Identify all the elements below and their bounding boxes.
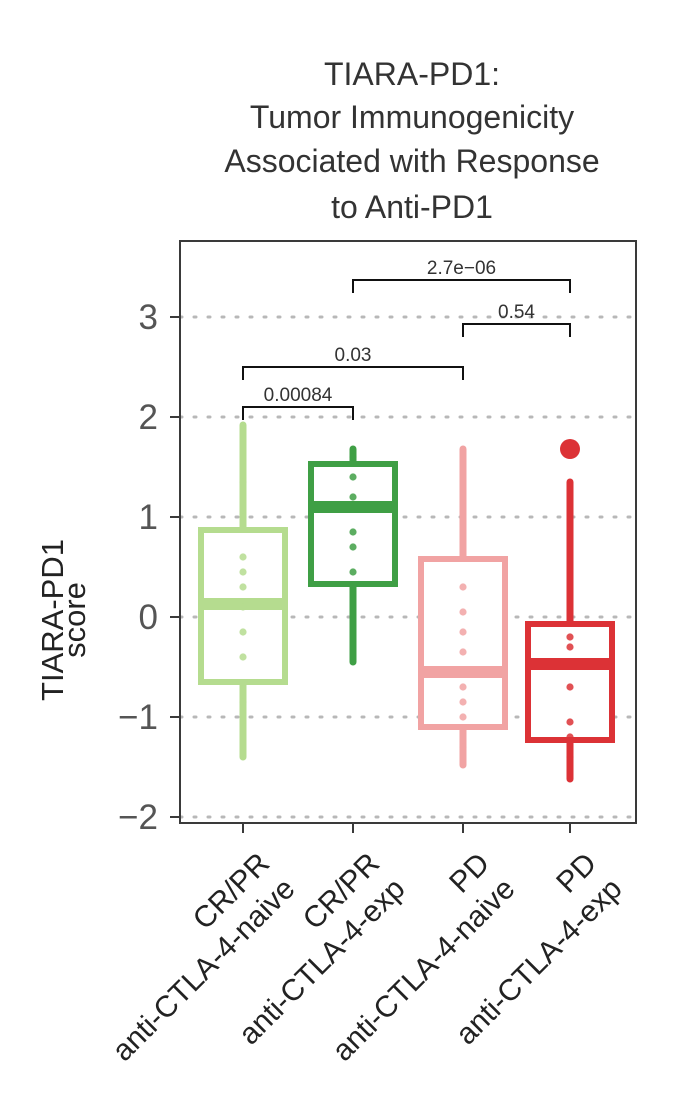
data-point <box>566 683 574 691</box>
data-point <box>349 473 357 481</box>
significance-bracket <box>242 366 464 380</box>
y-tick-label: −1 <box>118 698 158 737</box>
data-point <box>239 628 247 636</box>
chart-title: TIARA-PD1: Tumor Immunogenicity Associat… <box>224 56 599 225</box>
y-tick-label: 2 <box>139 398 158 437</box>
data-point <box>349 453 357 461</box>
data-point <box>566 753 574 761</box>
data-point <box>566 633 574 641</box>
y-axis-label-line: score <box>57 582 92 658</box>
outlier-point <box>560 439 580 459</box>
significance-bracket <box>242 406 354 420</box>
y-axis-label-line: TIARA-PD1 <box>35 539 70 701</box>
data-point <box>239 553 247 561</box>
chart-title-line: TIARA-PD1: <box>324 56 500 92</box>
data-point <box>239 568 247 576</box>
x-tick-label-line2: anti-CTLA-4-naive <box>326 872 521 1067</box>
chart-title-line: Associated with Response <box>224 143 599 179</box>
data-point <box>459 628 467 636</box>
data-point <box>566 643 574 651</box>
data-point <box>239 583 247 591</box>
data-point <box>239 513 247 521</box>
y-axis-label: TIARA-PD1 score <box>35 539 92 701</box>
data-point <box>239 698 247 706</box>
data-point <box>566 733 574 741</box>
data-point <box>459 743 467 751</box>
data-point <box>459 698 467 706</box>
data-point <box>459 648 467 656</box>
data-point <box>239 478 247 486</box>
significance-bracket <box>352 279 571 293</box>
data-point <box>349 543 357 551</box>
y-tick-label: −2 <box>118 798 158 837</box>
data-point <box>239 653 247 661</box>
chart-title-line: Tumor Immunogenicity <box>250 99 574 135</box>
data-point <box>349 493 357 501</box>
y-tick-label: 1 <box>139 498 158 537</box>
data-point <box>566 718 574 726</box>
y-tick-label: 3 <box>139 298 158 337</box>
p-value-label: 0.54 <box>498 302 535 323</box>
data-point <box>459 683 467 691</box>
data-point <box>239 603 247 611</box>
p-value-label: 0.03 <box>335 345 372 366</box>
p-value-label: 0.00084 <box>264 385 333 406</box>
data-point <box>349 568 357 576</box>
data-point <box>459 608 467 616</box>
data-point <box>459 583 467 591</box>
significance-bracket <box>462 323 571 337</box>
data-point <box>349 528 357 536</box>
box <box>308 461 398 587</box>
plot-border <box>179 240 637 824</box>
y-tick-label: 0 <box>139 598 158 637</box>
p-value-label: 2.7e−06 <box>427 258 496 279</box>
plot-area: 3210−1−2CR/PRanti-CTLA-4-naiveCR/PRanti-… <box>106 240 638 1068</box>
chart-title-line: to Anti-PD1 <box>331 189 493 225</box>
data-point <box>459 713 467 721</box>
